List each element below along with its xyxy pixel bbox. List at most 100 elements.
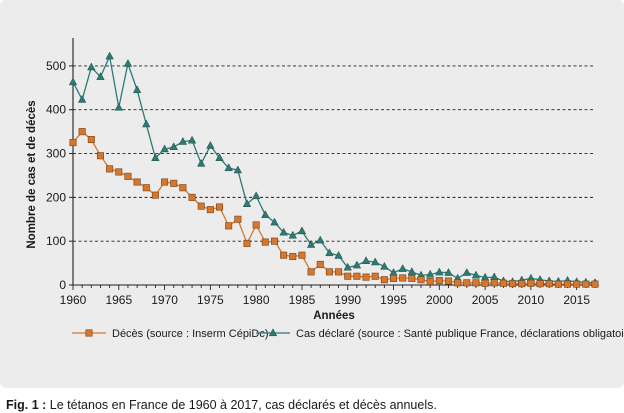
chart-panel [0, 0, 624, 388]
x-tick-label: 2000 [426, 293, 453, 307]
data-point [160, 144, 169, 153]
data-point [68, 77, 78, 86]
data-point [426, 277, 434, 285]
data-point [444, 277, 452, 285]
data-point [362, 273, 370, 281]
data-point [582, 280, 590, 288]
legend-marker [268, 328, 278, 337]
data-point [197, 202, 205, 210]
data-point [289, 253, 297, 261]
y-axis-ticks: 0 100 200 300 400 500 [46, 59, 73, 292]
data-point [196, 158, 206, 167]
data-point [306, 239, 316, 248]
data-point [499, 279, 507, 287]
data-point [288, 230, 298, 239]
y-tick-label: 200 [46, 190, 66, 204]
data-point [370, 257, 380, 266]
legend-item-cas-declares: Cas déclaré (source : Santé publique Fra… [256, 328, 624, 340]
data-point [270, 237, 278, 245]
data-point [573, 280, 581, 288]
data-point [96, 152, 104, 160]
data-point [316, 235, 325, 244]
figure-caption: Fig. 1 : Le tétanos en France de 1960 à … [6, 398, 437, 412]
data-point [151, 153, 160, 161]
data-point [115, 168, 123, 176]
data-point [408, 274, 416, 282]
x-axis-ticks: 1960 1965 1970 1975 1980 1985 1990 1995 2000 2005… [60, 285, 596, 307]
data-point [509, 280, 517, 288]
data-point [518, 280, 526, 288]
data-point [545, 280, 553, 288]
data-point [361, 256, 371, 264]
line-chart: 0 100 200 300 400 500 1960 1965 1970 1975 1980 198… [26, 38, 624, 340]
series-cas-declares [68, 51, 600, 286]
x-tick-label: 2005 [472, 293, 499, 307]
axes [72, 38, 595, 286]
x-tick-label: 2015 [563, 293, 590, 307]
series-line [72, 130, 595, 285]
x-tick-label: 1965 [105, 293, 132, 307]
x-tick-label: 1980 [243, 293, 270, 307]
data-point [78, 128, 86, 136]
data-point [179, 184, 187, 192]
data-point [334, 250, 343, 259]
y-tick-label: 400 [46, 103, 66, 117]
x-tick-label: 1960 [60, 293, 87, 307]
data-point [490, 272, 499, 281]
data-series [68, 51, 600, 288]
data-point [206, 206, 214, 214]
data-point [472, 279, 480, 287]
data-point [307, 268, 315, 276]
data-point [225, 222, 233, 230]
data-point [69, 139, 77, 147]
data-point [463, 279, 471, 287]
legend-marker [85, 329, 93, 337]
data-point [481, 279, 489, 287]
x-tick-label: 1970 [151, 293, 178, 307]
data-point [353, 272, 361, 280]
data-point [132, 85, 142, 94]
data-point [96, 72, 105, 80]
legend-label: Décès (source : Inserm CépiDc) [112, 328, 269, 340]
data-point [261, 238, 269, 246]
legend-label: Cas déclaré (source : Santé publique Fra… [296, 328, 624, 340]
data-point [215, 153, 224, 161]
y-tick-label: 500 [46, 59, 66, 73]
caption-label: Fig. 1 : [6, 398, 47, 412]
data-point [325, 248, 334, 257]
data-point [335, 268, 343, 276]
data-point [352, 260, 362, 269]
data-point [114, 102, 124, 111]
data-point [188, 193, 196, 201]
data-point [564, 280, 572, 288]
data-point [471, 270, 481, 279]
data-point [170, 179, 178, 187]
data-point [279, 227, 288, 236]
y-tick-label: 300 [46, 147, 66, 161]
data-point [343, 262, 352, 271]
data-point [554, 280, 562, 288]
data-point [252, 221, 260, 229]
data-point [251, 191, 261, 200]
data-point [399, 274, 407, 282]
data-point [380, 261, 389, 270]
data-point [233, 165, 243, 174]
data-point [243, 239, 251, 247]
data-point [417, 276, 425, 284]
series-deces [69, 128, 599, 288]
data-point [380, 276, 388, 284]
legend: Décès (source : Inserm CépiDc) Cas déclar… [72, 328, 624, 340]
data-point [398, 264, 407, 272]
data-point [390, 274, 398, 282]
data-point [316, 260, 324, 268]
data-point [527, 279, 535, 287]
y-tick-label: 0 [59, 278, 66, 292]
x-tick-label: 1990 [334, 293, 361, 307]
data-point [454, 279, 462, 287]
data-point [261, 210, 270, 218]
data-point [169, 142, 178, 151]
data-point [216, 203, 224, 211]
data-point [444, 268, 453, 276]
data-point [206, 140, 215, 149]
